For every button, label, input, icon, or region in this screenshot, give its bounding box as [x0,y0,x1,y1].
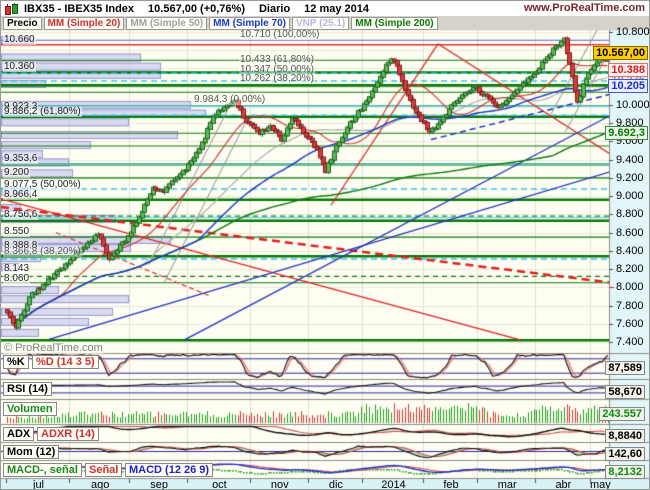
price-level-label: 9.077,5 (50,00%) [3,178,82,190]
price-level-label: 8.966,4 [3,189,39,201]
date-label: 12 may 2014 [304,2,370,15]
legend-item-vnp-25-1-[interactable]: VNP (25.1) [291,16,350,30]
price-axis-value-1056700: 10.567,00 [593,46,648,61]
legend-item-precio[interactable]: Precio [3,16,42,30]
price-level-label: 10.710 (100,00%) [239,28,321,40]
price-level-label: 8.060 [3,272,31,284]
legend-item-mm-simple-20-[interactable]: MM (Simple 20) [43,16,125,30]
price-axis-tick: 9.200 [616,171,644,184]
title-bar: IBX35 - IBEX35 Index 10.567,00 (+0,76%) … [1,1,649,17]
time-axis-label-feb: feb [443,479,459,490]
legend-item-mm-simple-70-[interactable]: MM (Simple 70) [209,16,290,30]
candlestick-icon [4,2,18,15]
panel-label-adx[interactable]: ADXR (14) [37,427,99,441]
price-level-label: 9.353,6 [3,152,39,164]
panel-label-mom[interactable]: Mom (12) [3,445,60,459]
price-axis-value-10205: 10.205 [608,79,648,94]
time-axis-label-ago: ago [91,479,110,490]
price-axis-tick: 7.600 [616,317,644,330]
price-axis-tick: 9.400 [616,153,644,166]
panel-value-mom: 142,60 [605,447,645,461]
panel-label-macd[interactable]: Señal [85,463,123,477]
price-axis-tick: 8.000 [616,281,644,294]
prorealtime-link[interactable]: www.ProRealTime.com [523,2,645,14]
legend-item-mm-simple-50-[interactable]: MM (Simple 50) [126,16,208,30]
price-axis-tick: 9.000 [616,190,644,203]
panel-value-vol: 243.557 [599,407,645,421]
price-axis-tick: 8.600 [616,226,644,239]
price-level-label: 10.360 [3,61,36,73]
price-level-label: 8.550 [3,226,31,238]
price-level-label: 10.347 (50,00%) [239,63,315,75]
time-axis-label-mar: mar [497,479,517,490]
panel-value-stoch: 87,589 [605,361,645,375]
time-axis-label-nov: nov [270,479,289,490]
price-axis-value-96923: 9.692,3 [605,126,648,141]
price-level-label: 8.756,6 [3,209,39,221]
price-axis-tick: 8.800 [616,208,644,221]
time-axis-label-abr: abr [555,479,572,490]
price-level-label: 9.200 [3,166,31,178]
timeframe-label[interactable]: Diario [258,2,291,15]
price-axis-tick: 10.000 [616,98,650,111]
time-axis-label-sep: sep [150,479,168,490]
instrument-title: IBX35 - IBEX35 Index [24,2,135,15]
price-level-label: 10.433 (61,80%) [239,53,315,65]
panel-value-macd: 8,2132 [605,465,645,479]
panel-label-rsi[interactable]: RSI (14) [3,382,52,396]
panel-label-macd[interactable]: MACD (12 26 9) [125,463,214,477]
panel-value-adx: 8,8840 [605,429,645,443]
price-axis-value-10388: 10.388 [608,62,648,77]
panel-value-rsi: 58,670 [605,385,645,399]
price-axis-tick: 8.200 [616,263,644,276]
legend-item-mm-simple-200-[interactable]: MM (Simple 200) [351,16,438,30]
time-axis-label-oct: oct [212,479,227,490]
panel-label-vol[interactable]: Volumen [3,402,57,416]
watermark: © ProRealTime.com [4,342,103,354]
price-level-label: 8.143 [3,262,31,274]
price-axis-tick: 7.400 [616,336,644,348]
price-level-label: 8.366,8 (38,20%) [3,246,82,258]
price-level-label: 10.262 (38,20%) [239,73,315,85]
panel-label-adx[interactable]: ADX [3,427,35,441]
price-axis-tick: 8.400 [616,244,644,257]
panel-label-stoch[interactable]: %D (14 3 5) [32,355,99,369]
price-axis-tick: 10.800 [616,26,650,38]
time-axis-label-may: may [590,479,611,490]
indicator-legend-bar: Precio MM (Simple 20) MM (Simple 50) MM (Si… [1,16,649,30]
panel-label-stoch[interactable]: %K [3,355,29,369]
price-axis-tick: 7.800 [616,299,644,312]
price-level-label: 8.388,8 [3,240,39,251]
price-level-label: 9.886,2 (61,80%) [3,105,82,117]
price-level-label: 9.984,3 (0,00%) [193,94,267,106]
panel-label-macd[interactable]: MACD-, señal [3,463,82,477]
time-axis-label-jul: jul [33,479,45,490]
time-axis-label-2014: 2014 [381,479,406,490]
price-level-label: 10.660 [3,33,36,45]
last-price-change: 10.567,00 (+0,76%) [148,2,245,15]
time-axis-label-dic: dic [328,479,343,490]
